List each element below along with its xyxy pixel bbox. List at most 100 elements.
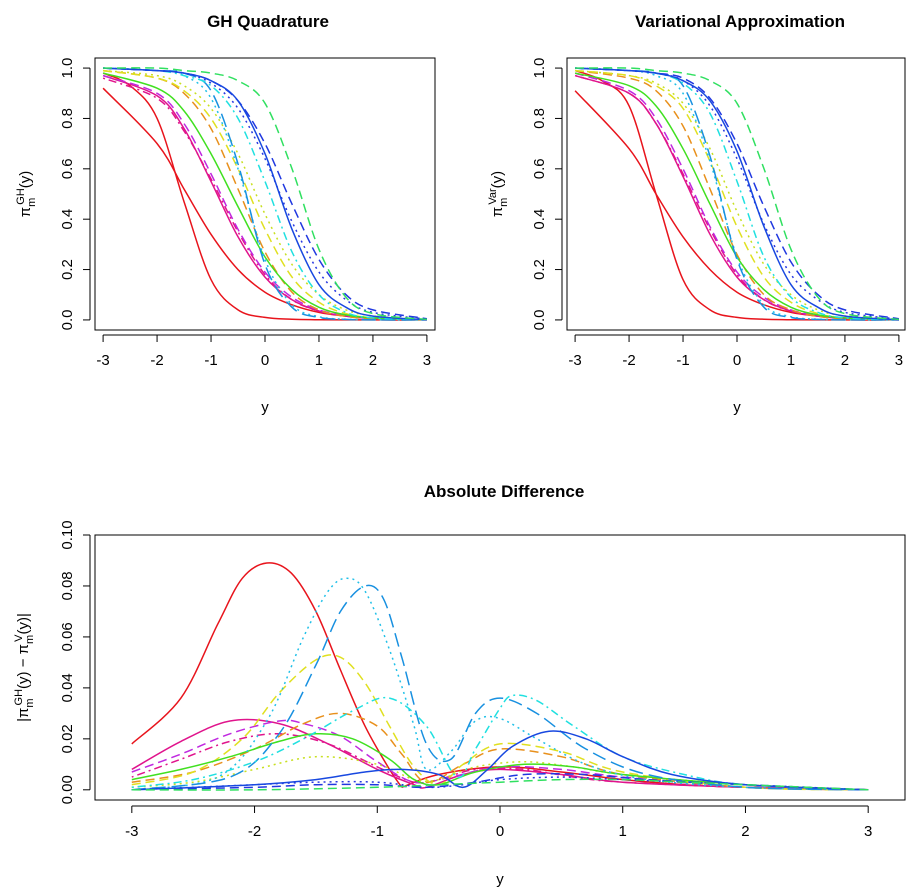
y-axis-label: πmGH(y) — [15, 171, 38, 218]
y-tick-label: 0.6 — [59, 158, 76, 179]
x-tick-label: 0 — [496, 823, 504, 840]
y-axis-label: |πmGH(y) − πmV(y)| — [13, 613, 36, 722]
series-line-16 — [103, 67, 427, 321]
series-line-11 — [131, 584, 869, 791]
x-tick-label: -1 — [676, 352, 689, 369]
series-line-6 — [574, 69, 899, 321]
x-tick-label: -1 — [204, 352, 217, 369]
x-tick-label: 3 — [864, 823, 872, 840]
chart-title: Absolute Difference — [424, 482, 585, 501]
series-line-3 — [574, 74, 899, 321]
series-line-5 — [574, 72, 899, 321]
x-tick-label: -3 — [96, 352, 109, 369]
x-tick-label: 0 — [733, 352, 741, 369]
y-tick-label: 0.06 — [59, 622, 76, 651]
y-axis-label-part: m — [26, 198, 38, 207]
series-line-11 — [575, 67, 899, 321]
series-line-2 — [574, 69, 899, 321]
y-tick-label: 0.0 — [531, 309, 548, 330]
y-tick-label: 0.10 — [59, 520, 76, 549]
absolute-difference-panel: Absolute Difference -3 -2 -1 0 1 2 3 0.00 0.02 0.… — [13, 482, 906, 888]
y-axis-label-part: (y) — [489, 171, 506, 189]
series-line-9 — [574, 72, 899, 321]
x-axis-label: y — [496, 871, 504, 888]
y-axis-label-part: m — [498, 198, 510, 207]
y-tick-label: 1.0 — [531, 58, 548, 79]
plot-frame — [94, 57, 436, 331]
x-axis-label: y — [733, 399, 741, 416]
series-group — [131, 562, 869, 791]
x-tick-label: 1 — [619, 823, 627, 840]
chart-title: GH Quadrature — [207, 12, 329, 31]
series-line-7 — [103, 69, 427, 321]
series-line-7 — [575, 69, 899, 321]
series-line-15 — [575, 67, 899, 321]
series-line-15 — [131, 730, 869, 791]
x-tick-label: -2 — [248, 823, 261, 840]
y-axis-label-part: m — [24, 698, 36, 707]
x-tick-label: -2 — [622, 352, 635, 369]
series-line-1 — [131, 562, 403, 788]
x-axis-label: y — [261, 399, 269, 416]
y-tick-label: 1.0 — [59, 58, 76, 79]
series-line-3 — [102, 74, 427, 321]
series-line-10 — [575, 67, 899, 321]
y-axis-label-part: (y)| — [15, 613, 32, 634]
series-line-12 — [575, 67, 899, 321]
series-line-6 — [131, 712, 869, 791]
y-tick-label: 0.08 — [59, 571, 76, 600]
y-axis-label-part: GH — [13, 689, 25, 706]
y-tick-label: 0.0 — [59, 309, 76, 330]
series-line-13 — [131, 776, 869, 791]
series-line-10 — [131, 577, 869, 791]
series-line-8 — [131, 755, 869, 791]
chart-title: Variational Approximation — [635, 12, 845, 31]
y-axis-label-part: GH — [15, 188, 27, 205]
y-tick-label: 0.02 — [59, 724, 76, 753]
series-line-6 — [102, 69, 427, 321]
x-tick-label: 2 — [369, 352, 377, 369]
variational-approximation-panel: Variational Approximation -3 -2 -1 0 1 2 3 0.0 0… — [487, 12, 906, 416]
y-tick-label: 0.00 — [59, 775, 76, 804]
x-tick-label: 1 — [787, 352, 795, 369]
series-line-4 — [131, 733, 869, 791]
y-axis-label-part: (y) — [17, 171, 34, 189]
y-tick-label: 0.04 — [59, 673, 76, 702]
series-line-8 — [575, 69, 899, 321]
series-line-16 — [131, 778, 869, 791]
y-tick-label: 0.6 — [531, 158, 548, 179]
x-tick-label: 3 — [423, 352, 431, 369]
series-line-16 — [575, 67, 899, 321]
x-tick-label: 1 — [315, 352, 323, 369]
series-line-1 — [574, 90, 899, 321]
y-axis-label-part: m — [24, 635, 36, 644]
series-line-13 — [103, 67, 427, 320]
series-line-13 — [575, 67, 899, 320]
y-axis-label: πmVar(y) — [487, 171, 510, 217]
y-axis-label-part: (y) − π — [15, 644, 32, 689]
x-tick-label: -3 — [568, 352, 581, 369]
series-line-4 — [574, 74, 899, 321]
series-group — [574, 67, 900, 321]
x-tick-label: 0 — [261, 352, 269, 369]
series-group — [102, 67, 428, 321]
plot-frame — [566, 57, 906, 331]
y-tick-label: 0.2 — [59, 259, 76, 280]
series-line-11 — [103, 67, 427, 321]
y-axis-label-part: π — [17, 207, 34, 217]
series-line-9 — [102, 72, 427, 321]
series-line-1 — [102, 87, 427, 321]
series-line-2 — [102, 72, 427, 321]
x-tick-label: 3 — [895, 352, 903, 369]
y-tick-label: 0.8 — [59, 108, 76, 129]
x-tick-label: -1 — [371, 823, 384, 840]
y-axis-label-part: V — [13, 634, 25, 642]
x-tick-label: -2 — [150, 352, 163, 369]
series-line-14 — [103, 67, 428, 320]
series-line-10 — [103, 67, 427, 321]
y-tick-label: 0.8 — [531, 108, 548, 129]
y-axis-label-part: π — [489, 207, 506, 217]
series-line-4 — [102, 77, 427, 321]
series-line-12 — [131, 694, 869, 791]
